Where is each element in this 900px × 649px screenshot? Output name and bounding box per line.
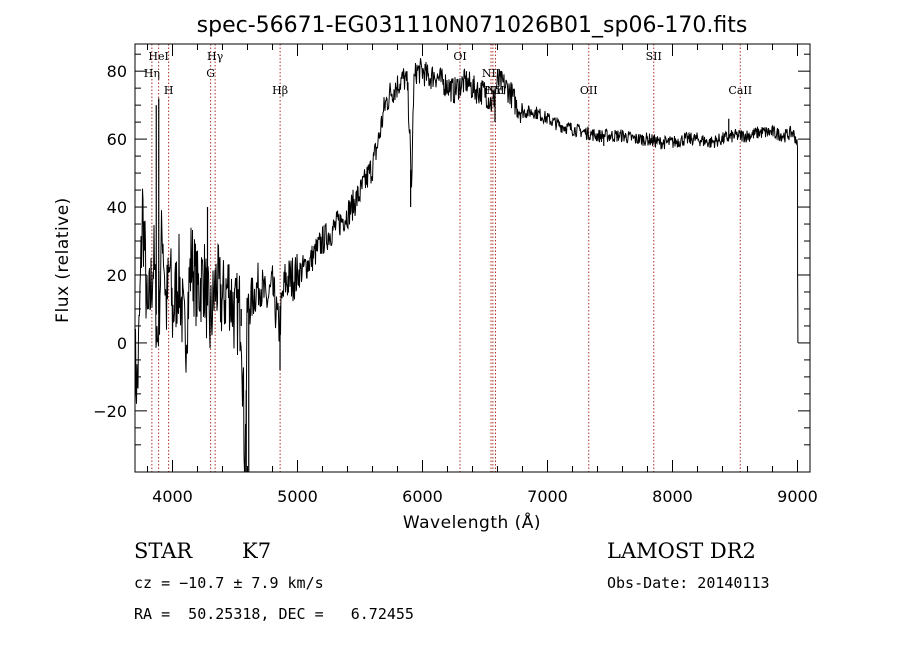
spectral-line-markers xyxy=(151,44,741,472)
y-tick-label-20: 20 xyxy=(107,266,127,285)
line-label-10: OII xyxy=(580,84,598,97)
x-tick-label-6000: 6000 xyxy=(402,487,443,506)
plot-frame xyxy=(134,43,811,473)
line-label-7: NII xyxy=(482,67,500,80)
line-label-0: HeI xyxy=(148,50,168,63)
line-label-12: CaII xyxy=(728,84,752,97)
x-tick-label-7000: 7000 xyxy=(527,487,568,506)
object-class: STAR xyxy=(134,539,193,563)
line-label-1: Hη xyxy=(144,67,160,80)
x-tick-label-9000: 9000 xyxy=(777,487,818,506)
x-axis-ticks: 4000 5000 6000 7000 8000 9000 xyxy=(147,44,818,506)
object-subclass: K7 xyxy=(242,539,271,563)
line-label-5: Hβ xyxy=(272,84,288,97)
survey-name: LAMOST DR2 xyxy=(607,539,756,563)
x-tick-label-5000: 5000 xyxy=(277,487,318,506)
x-tick-label-4000: 4000 xyxy=(152,487,193,506)
line-label-3: Hγ xyxy=(207,50,224,63)
y-tick-label-60: 60 xyxy=(107,130,127,149)
x-axis-label: Wavelength (Å) xyxy=(403,511,541,533)
line-label-6: OI xyxy=(453,50,466,63)
y-tick-label-80: 80 xyxy=(107,62,127,81)
x-tick-label-8000: 8000 xyxy=(652,487,693,506)
line-label-11: SII xyxy=(646,50,662,63)
redshift-text: cz = −10.7 ± 7.9 km/s xyxy=(134,574,324,592)
line-label-4: G xyxy=(206,67,215,80)
y-tick-label-0: 0 xyxy=(117,334,127,353)
line-label-2: H xyxy=(164,84,174,97)
chart-title: spec-56671-EG031110N071026B01_sp06-170.f… xyxy=(197,13,748,38)
absorption-spikes xyxy=(155,93,730,472)
coordinates-text: RA = 50.25318, DEC = 6.72455 xyxy=(134,605,414,623)
spectrum-series-line xyxy=(134,58,799,473)
y-tick-label-40: 40 xyxy=(107,198,127,217)
y-tick-label--20: −20 xyxy=(93,402,127,421)
observation-date: Obs-Date: 20140113 xyxy=(607,574,770,592)
y-axis-label: Flux (relative) xyxy=(53,197,73,323)
y-axis-ticks: −20 0 20 40 60 80 xyxy=(93,53,810,446)
